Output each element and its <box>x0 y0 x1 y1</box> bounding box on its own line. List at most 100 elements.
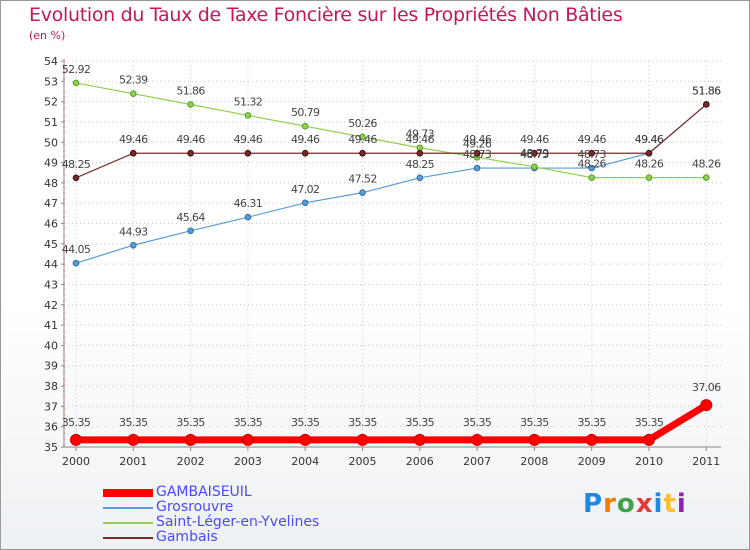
data-label-saint-l-ger-en-yvelines: 48.26 <box>692 158 721 171</box>
data-label-gambais: 49.46 <box>577 133 606 146</box>
x-tick-label: 2006 <box>406 455 434 468</box>
y-tick-label: 46 <box>44 218 58 231</box>
data-point-gambais <box>645 149 653 157</box>
data-label-saint-l-ger-en-yvelines: 51.32 <box>234 95 263 108</box>
data-label-gambais: 49.46 <box>176 133 205 146</box>
y-tick-label: 48 <box>44 177 58 190</box>
data-label-saint-l-ger-en-yvelines: 50.26 <box>348 117 377 130</box>
y-tick-label: 50 <box>44 136 58 149</box>
data-point-grosrouvre <box>416 174 424 182</box>
data-label-gambais: 49.46 <box>406 133 435 146</box>
data-label-gambaiseuil: 35.35 <box>520 416 549 429</box>
y-tick-label: 45 <box>44 238 58 251</box>
data-point-gambais <box>588 149 596 157</box>
y-tick-label: 35 <box>44 441 58 454</box>
data-point-saint-l-ger-en-yvelines <box>531 163 538 171</box>
y-tick-label: 52 <box>44 96 58 109</box>
data-label-grosrouvre: 47.02 <box>291 183 320 196</box>
data-label-gambaiseuil: 35.35 <box>348 416 377 429</box>
data-label-gambais: 49.46 <box>520 133 549 146</box>
data-label-gambais: 49.46 <box>348 133 377 146</box>
legend-label: GAMBAISEUIL <box>156 484 252 500</box>
data-label-gambaiseuil: 35.35 <box>635 416 664 429</box>
legend-swatch <box>103 537 153 539</box>
data-point-gambais <box>301 149 309 157</box>
data-point-gambaiseuil <box>413 433 426 446</box>
y-tick-label: 54 <box>44 55 58 68</box>
data-label-grosrouvre: 47.52 <box>348 173 377 186</box>
data-point-grosrouvre <box>473 164 481 172</box>
x-tick-label: 2011 <box>692 455 720 468</box>
data-label-saint-l-ger-en-yvelines: 52.39 <box>119 74 148 87</box>
data-point-grosrouvre <box>244 213 252 221</box>
data-point-gambaiseuil <box>643 433 655 446</box>
data-label-grosrouvre: 44.05 <box>62 243 91 256</box>
x-tick-label: 2002 <box>177 455 205 468</box>
x-tick-label: 2005 <box>349 455 377 468</box>
data-label-gambais: 51.86 <box>692 84 721 97</box>
data-point-saint-l-ger-en-yvelines <box>645 174 653 181</box>
x-tick-label: 2004 <box>291 455 319 468</box>
data-point-grosrouvre <box>130 241 137 249</box>
data-label-gambais: 49.46 <box>234 133 263 146</box>
data-label-gambaiseuil: 35.35 <box>463 416 492 429</box>
data-point-gambais <box>416 149 424 157</box>
data-label-grosrouvre: 48.25 <box>406 158 435 171</box>
proxiti-logo: Proxiti <box>583 489 687 519</box>
x-tick-label: 2003 <box>234 455 262 468</box>
legend-label: Gambais <box>156 529 218 545</box>
data-point-saint-l-ger-en-yvelines <box>301 122 309 130</box>
y-tick-label: 40 <box>44 339 58 352</box>
data-label-gambais: 48.25 <box>62 158 91 171</box>
data-point-saint-l-ger-en-yvelines <box>244 112 252 119</box>
data-label-grosrouvre: 48.73 <box>463 148 492 161</box>
data-label-grosrouvre: 45.64 <box>176 211 205 224</box>
data-label-grosrouvre: 46.31 <box>234 197 263 210</box>
legend-label: Grosrouvre <box>156 499 234 515</box>
y-tick-label: 39 <box>44 360 58 373</box>
data-point-gambais <box>187 149 194 157</box>
data-label-gambaiseuil: 35.35 <box>176 416 205 429</box>
data-point-gambais <box>703 101 710 108</box>
data-label-gambaiseuil: 35.35 <box>291 416 320 429</box>
data-point-grosrouvre <box>588 164 596 172</box>
y-tick-label: 51 <box>44 116 58 129</box>
data-point-gambais <box>531 149 538 157</box>
line-chart: 35 36 37 38 39 40 41 42 43 44 45 46 47 48 49 50 51 52 53 54… <box>44 55 722 468</box>
data-point-saint-l-ger-en-yvelines <box>703 174 710 181</box>
data-label-saint-l-ger-en-yvelines: 52.92 <box>62 63 91 76</box>
data-point-gambaiseuil <box>585 433 598 446</box>
data-label-grosrouvre: 51.86 <box>692 84 721 97</box>
series-line-gambaiseuil <box>76 402 709 444</box>
data-point-grosrouvre <box>72 259 80 267</box>
data-point-gambais <box>359 149 366 157</box>
data-label-saint-l-ger-en-yvelines: 48.79 <box>520 147 549 160</box>
legend-swatch <box>103 507 153 509</box>
y-tick-label: 41 <box>44 319 58 332</box>
y-tick-label: 43 <box>44 278 58 291</box>
y-tick-label: 47 <box>44 197 58 210</box>
series-line-gambais <box>75 104 707 179</box>
data-point-saint-l-ger-en-yvelines <box>187 101 194 108</box>
x-tick-label: 2000 <box>62 455 90 468</box>
y-tick-label: 44 <box>44 258 58 271</box>
data-point-gambaiseuil <box>127 433 140 446</box>
y-tick-label: 42 <box>44 299 58 312</box>
data-point-gambaiseuil <box>299 433 312 446</box>
data-label-gambaiseuil: 35.35 <box>234 416 263 429</box>
data-point-saint-l-ger-en-yvelines <box>359 133 366 141</box>
data-point-gambaiseuil <box>528 433 541 446</box>
legend-swatch <box>103 522 153 524</box>
x-tick-label: 2007 <box>463 455 491 468</box>
data-label-gambaiseuil: 35.35 <box>62 416 91 429</box>
y-tick-label: 37 <box>44 400 58 413</box>
data-label-grosrouvre: 48.73 <box>577 148 606 161</box>
data-point-gambaiseuil <box>700 399 713 412</box>
data-label-saint-l-ger-en-yvelines: 50.79 <box>291 106 320 119</box>
data-label-grosrouvre: 48.73 <box>520 148 549 161</box>
data-point-gambais <box>130 149 137 157</box>
y-tick-label: 36 <box>44 421 58 434</box>
data-point-gambais <box>72 174 80 182</box>
data-label-grosrouvre: 49.46 <box>635 133 664 146</box>
